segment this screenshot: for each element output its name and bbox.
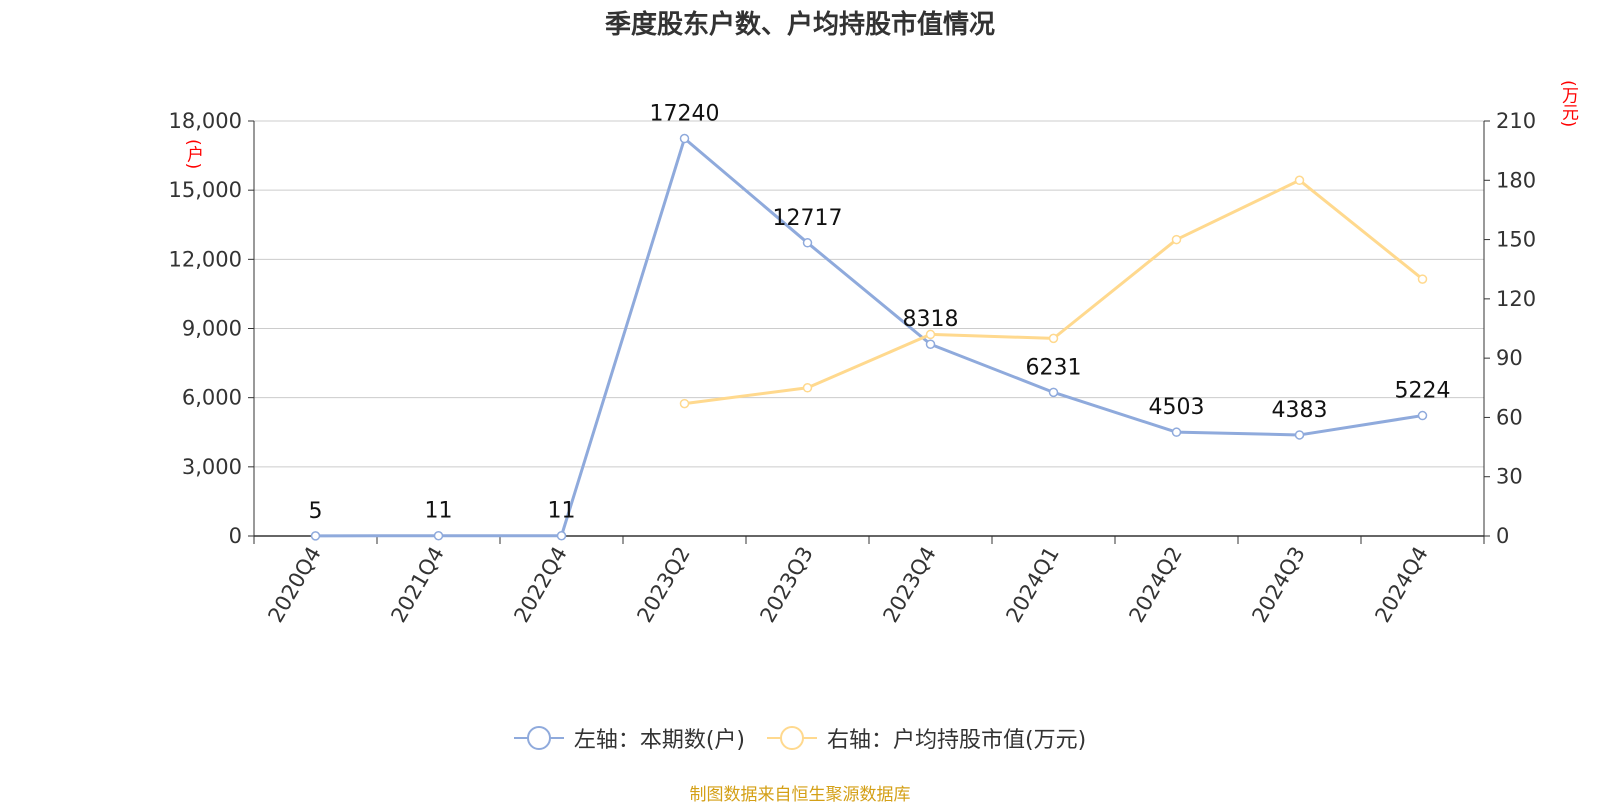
x-tick-label: 2022Q4 [509, 543, 571, 627]
right-tick-label: 60 [1496, 405, 1523, 429]
left-tick-label: 12,000 [169, 247, 242, 271]
data-label: 5 [309, 499, 323, 524]
left-tick-label: 3,000 [182, 455, 242, 479]
legend-item-right-series[interactable]: 右轴：户均持股市值(万元) [767, 722, 1086, 754]
right-tick-label: 180 [1496, 168, 1536, 192]
left-tick-label: 15,000 [169, 178, 242, 202]
data-label: 6231 [1026, 355, 1082, 380]
data-label: 11 [548, 499, 576, 524]
right-tick-label: 0 [1496, 524, 1509, 548]
data-point-right [1048, 333, 1059, 344]
x-tick-label: 2021Q4 [386, 543, 448, 627]
x-tick-label: 2020Q4 [263, 543, 325, 627]
data-point-left [679, 133, 690, 144]
right-axis-unit: (万元) [1558, 80, 1578, 128]
data-label: 11 [425, 499, 453, 524]
legend-marker-right-icon [767, 726, 817, 750]
data-point-right [1417, 274, 1428, 284]
left-tick-label: 18,000 [169, 109, 242, 133]
data-point-right [679, 398, 690, 409]
data-label: 5224 [1395, 379, 1451, 404]
legend-marker-left-icon [513, 726, 564, 750]
chart-title: 季度股东户数、户均持股市值情况 [604, 10, 995, 40]
series-line-left [315, 137, 1423, 538]
legend: 左轴：本期数(户) 右轴：户均持股市值(万元) [0, 722, 1600, 754]
data-point-left [556, 530, 567, 541]
data-label: 4383 [1272, 398, 1328, 423]
data-point-left [1417, 410, 1428, 421]
data-point-left [310, 531, 321, 541]
data-point-right [802, 383, 813, 393]
right-tick-label: 90 [1496, 346, 1523, 370]
right-tick-label: 30 [1496, 465, 1523, 489]
data-point-left [1171, 427, 1182, 437]
data-point-left [1294, 430, 1305, 440]
data-point-right [925, 329, 936, 340]
x-tick-label: 2024Q2 [1124, 543, 1186, 627]
data-point-right [1294, 175, 1305, 186]
data-point-right [1171, 234, 1182, 245]
data-source-note: 制图数据来自恒生聚源数据库 [689, 785, 911, 805]
data-point-left [925, 339, 936, 349]
x-tick-label: 2023Q4 [878, 543, 940, 627]
x-tick-label: 2024Q4 [1370, 543, 1432, 627]
data-point-left [1048, 387, 1059, 398]
legend-item-left-series[interactable]: 左轴：本期数(户) [513, 722, 745, 754]
x-tick-label: 2023Q2 [632, 543, 694, 627]
left-axis-unit: (户) [183, 139, 203, 170]
data-label: 4503 [1149, 395, 1205, 420]
data-label: 8318 [903, 307, 959, 332]
x-tick-label: 2024Q3 [1247, 543, 1309, 627]
left-tick-label: 0 [229, 524, 242, 548]
legend-label-right-series: 右轴：户均持股市值(万元) [827, 728, 1087, 753]
legend-label-left-series: 左轴：本期数(户) [573, 728, 745, 753]
data-point-left [802, 238, 813, 248]
data-point-left [433, 530, 444, 541]
data-label: 12717 [773, 206, 843, 231]
x-tick-label: 2024Q1 [1001, 543, 1063, 627]
left-tick-label: 6,000 [182, 386, 242, 410]
data-label: 17240 [650, 102, 720, 127]
right-tick-label: 150 [1496, 228, 1536, 252]
right-tick-label: 120 [1496, 287, 1536, 311]
left-tick-label: 9,000 [182, 317, 242, 341]
x-tick-label: 2023Q3 [755, 543, 817, 627]
right-tick-label: 210 [1496, 109, 1536, 133]
